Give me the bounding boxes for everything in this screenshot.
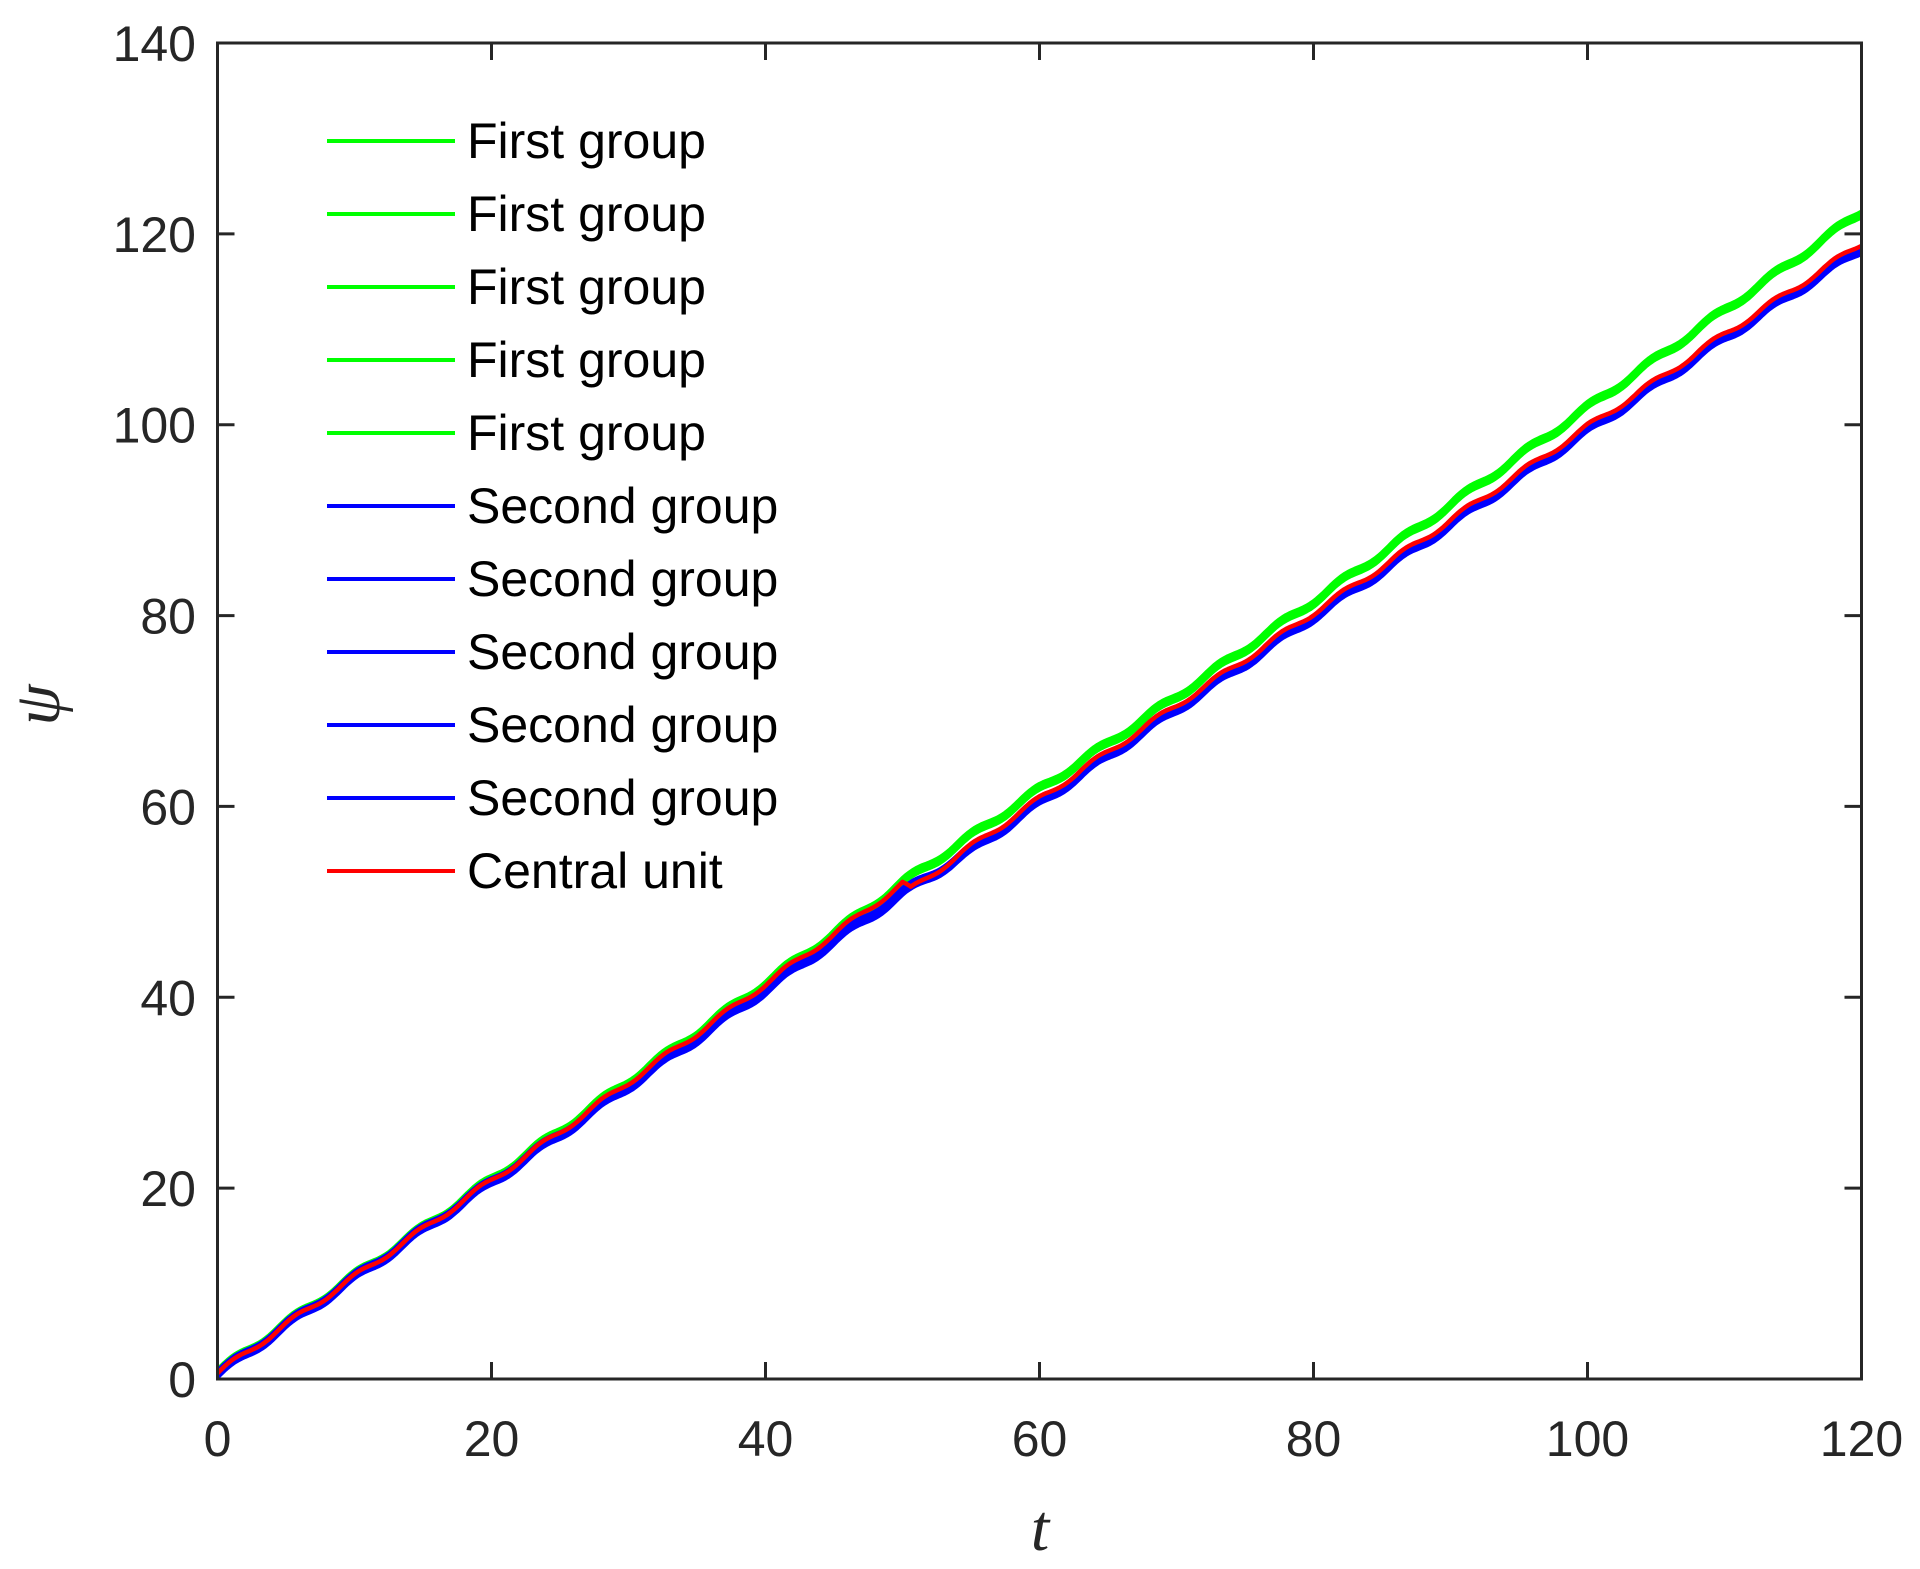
y-tick-label: 120 [113, 207, 196, 263]
legend-label: First group [467, 404, 706, 461]
series-line-central-unit-1 [215, 243, 1863, 1375]
legend-entry-7: Second group [327, 542, 778, 615]
x-tick-label: 40 [738, 1411, 794, 1467]
legend-entry-10: Second group [327, 761, 778, 834]
legend-line-swatch [327, 284, 455, 289]
x-tick-label: 120 [1820, 1411, 1903, 1467]
y-tick-label: 100 [113, 398, 196, 454]
legend-entry-11: Central unit [327, 834, 778, 907]
y-tick-label: 60 [140, 779, 196, 835]
legend: First group First group First group First g… [327, 104, 778, 907]
legend-entry-1: First group [327, 104, 778, 177]
legend-label: Central unit [467, 842, 723, 899]
legend-label: Second group [467, 623, 779, 680]
legend-line-swatch [327, 576, 455, 581]
x-tick-label: 80 [1286, 1411, 1342, 1467]
legend-label: Second group [467, 550, 779, 607]
legend-label: Second group [467, 477, 779, 534]
legend-label: Second group [467, 769, 779, 826]
legend-label: First group [467, 185, 706, 242]
y-tick-label: 40 [140, 970, 196, 1026]
legend-line-swatch [327, 430, 455, 435]
legend-entry-9: Second group [327, 688, 778, 761]
legend-line-swatch [327, 211, 455, 216]
legend-line-swatch [327, 868, 455, 873]
y-tick-label: 20 [140, 1161, 196, 1217]
legend-line-swatch [327, 722, 455, 727]
legend-line-swatch [327, 357, 455, 362]
legend-line-swatch [327, 649, 455, 654]
x-tick-label: 0 [204, 1411, 232, 1467]
y-tick-label: 0 [168, 1352, 196, 1408]
legend-label: First group [467, 331, 706, 388]
x-axis-label: t [1030, 1492, 1050, 1565]
y-axis-label: ψ [1, 684, 74, 726]
legend-entry-2: First group [327, 177, 778, 250]
y-tick-label: 80 [140, 589, 196, 645]
legend-entry-8: Second group [327, 615, 778, 688]
x-tick-label: 60 [1012, 1411, 1068, 1467]
legend-line-swatch [327, 503, 455, 508]
legend-label: First group [467, 112, 706, 169]
legend-entry-5: First group [327, 396, 778, 469]
legend-line-swatch [327, 795, 455, 800]
legend-label: First group [467, 258, 706, 315]
legend-entry-3: First group [327, 250, 778, 323]
legend-entry-6: Second group [327, 469, 778, 542]
x-tick-label: 20 [464, 1411, 520, 1467]
y-tick-label: 140 [113, 16, 196, 72]
legend-entry-4: First group [327, 323, 778, 396]
x-tick-label: 100 [1546, 1411, 1629, 1467]
legend-line-swatch [327, 138, 455, 143]
legend-label: Second group [467, 696, 779, 753]
